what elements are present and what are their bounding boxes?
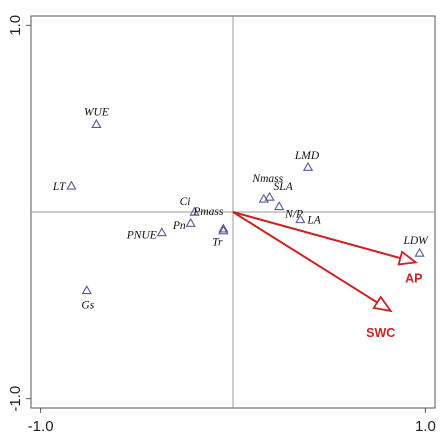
point-label-ldw: LDW (402, 235, 429, 247)
arrows-layer: AP SWC (232, 211, 422, 340)
point-label-pmass: Pmass (192, 206, 224, 218)
point-marker-ldw (414, 247, 425, 257)
point-label-ci: Ci (180, 196, 191, 208)
arrow-shaft-swc (232, 211, 378, 304)
arrow-head-swc (372, 295, 393, 313)
point-marker-tr (218, 225, 229, 235)
point-marker-pmass (218, 223, 229, 233)
point-marker-la (295, 214, 306, 224)
arrow-label-swc: SWC (366, 326, 395, 340)
point-label-sla: SLA (274, 181, 294, 193)
point-label-pn: Pn (172, 220, 186, 232)
y-tick-label: -1.0 (7, 386, 24, 412)
y-axis-ticks: -1.0 1.0 (7, 15, 31, 412)
point-marker-pn (185, 217, 196, 227)
points-layer (66, 118, 425, 295)
point-marker-pnue (156, 227, 167, 237)
point-marker-sla (264, 191, 275, 201)
point-label-gs: Gs (81, 299, 94, 311)
x-tick-label: -1.0 (28, 418, 54, 435)
arrow-label-ap: AP (405, 271, 422, 285)
point-label-la: LA (306, 214, 321, 226)
point-marker-n-p (274, 201, 285, 211)
point-label-n-p: N/P (284, 208, 303, 220)
y-tick-label: 1.0 (7, 15, 24, 36)
arrow-shaft-ap (232, 211, 401, 260)
point-marker-gs (81, 285, 92, 295)
point-marker-lt (66, 180, 77, 190)
point-label-lt: LT (52, 181, 67, 193)
point-marker-ci (189, 206, 200, 216)
x-tick-label: 1.0 (415, 418, 436, 435)
point-label-nmass: Nmass (251, 173, 283, 185)
point-marker-wue (91, 118, 102, 128)
point-label-wue: WUE (84, 106, 109, 118)
point-marker-lmd (302, 161, 314, 171)
point-label-pnue: PNUE (126, 230, 157, 242)
arrow-head-ap (397, 250, 419, 266)
point-label-lmd: LMD (294, 150, 320, 162)
point-label-tr: Tr (212, 237, 223, 249)
x-axis-ticks: -1.0 1.0 (28, 408, 436, 435)
